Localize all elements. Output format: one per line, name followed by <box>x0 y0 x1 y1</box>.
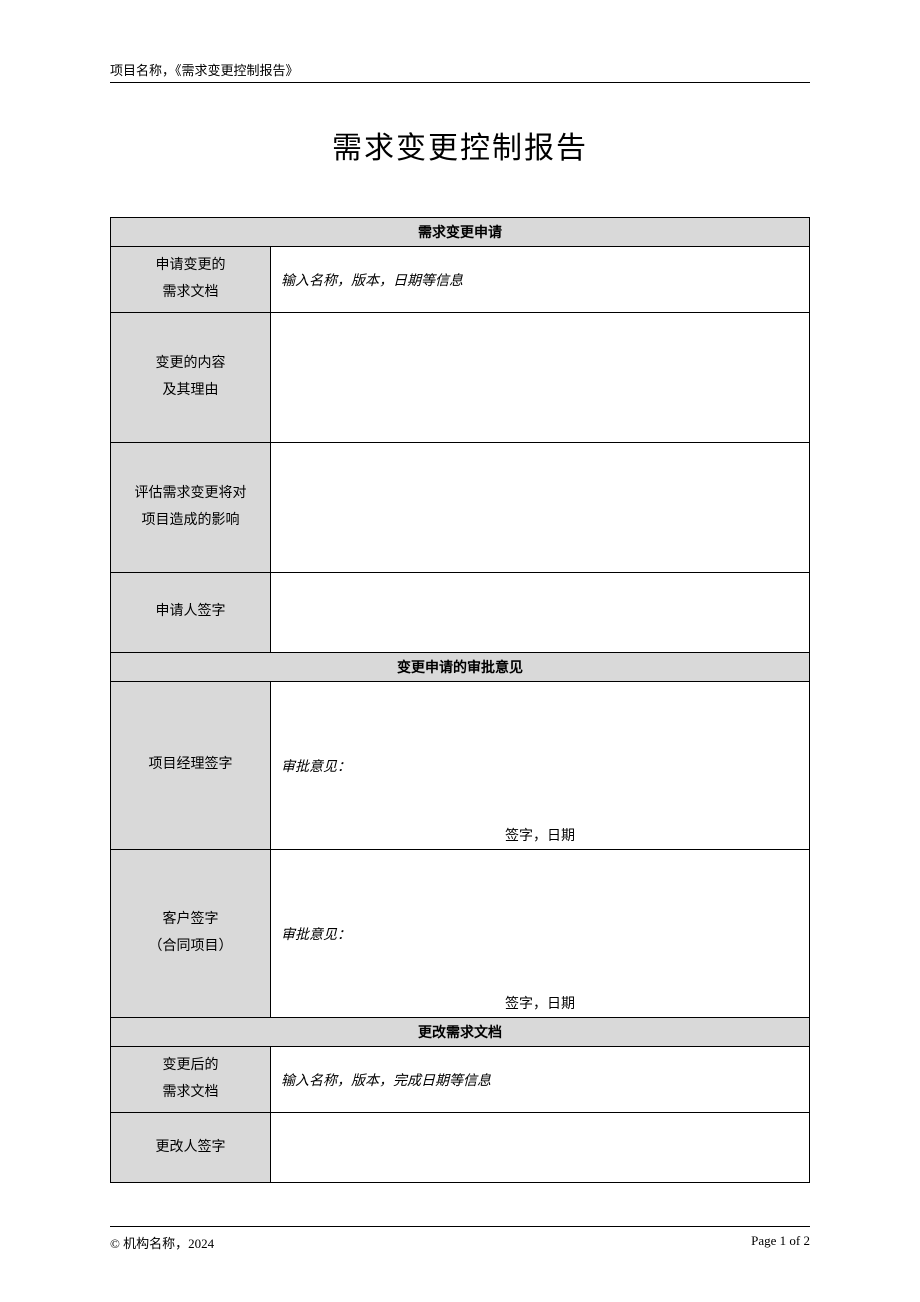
form-table: 需求变更申请 申请变更的 需求文档 输入名称，版本，日期等信息 变更的内容 及其… <box>110 217 810 1183</box>
page-footer: © 机构名称，2024 Page 1 of 2 <box>110 1226 810 1252</box>
label-request-doc: 申请变更的 需求文档 <box>111 247 271 313</box>
page-header: 项目名称，《需求变更控制报告》 <box>110 60 810 83</box>
section-header-3: 更改需求文档 <box>111 1018 810 1047</box>
section-header-2: 变更申请的审批意见 <box>111 653 810 682</box>
value-pm-sign[interactable]: 审批意见： 签字，日期 <box>271 682 810 850</box>
value-updated-doc[interactable]: 输入名称，版本，完成日期等信息 <box>271 1047 810 1113</box>
label-applicant-sign: 申请人签字 <box>111 573 271 653</box>
label-updated-doc: 变更后的 需求文档 <box>111 1047 271 1113</box>
label-pm-sign: 项目经理签字 <box>111 682 271 850</box>
value-applicant-sign[interactable] <box>271 573 810 653</box>
document-title: 需求变更控制报告 <box>110 123 810 167</box>
footer-right: Page 1 of 2 <box>751 1233 810 1252</box>
value-impact[interactable] <box>271 443 810 573</box>
client-sig-date: 签字，日期 <box>271 989 809 1013</box>
section-header-1: 需求变更申请 <box>111 218 810 247</box>
value-change-content[interactable] <box>271 313 810 443</box>
label-client-sign: 客户签字 （合同项目） <box>111 850 271 1018</box>
value-client-sign[interactable]: 审批意见： 签字，日期 <box>271 850 810 1018</box>
value-request-doc[interactable]: 输入名称，版本，日期等信息 <box>271 247 810 313</box>
label-modifier-sign: 更改人签字 <box>111 1113 271 1183</box>
footer-left: © 机构名称，2024 <box>110 1233 214 1252</box>
label-impact: 评估需求变更将对 项目造成的影响 <box>111 443 271 573</box>
pm-sig-date: 签字，日期 <box>271 821 809 845</box>
value-modifier-sign[interactable] <box>271 1113 810 1183</box>
label-change-content: 变更的内容 及其理由 <box>111 313 271 443</box>
